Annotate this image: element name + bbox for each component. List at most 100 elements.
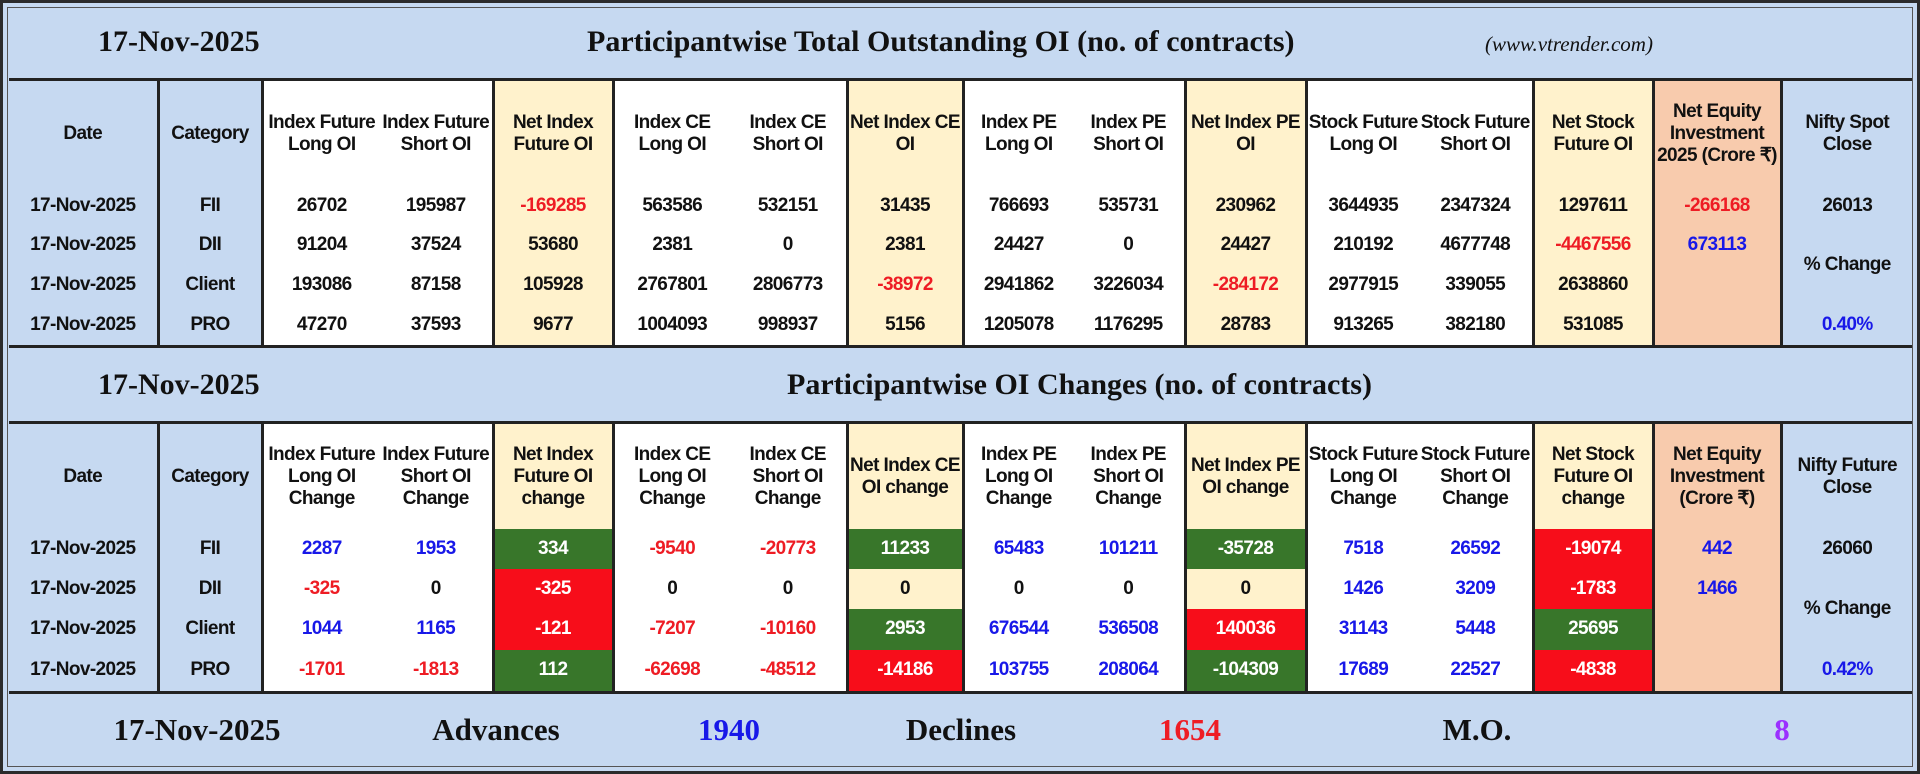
value-cell: -121 — [491, 609, 613, 650]
column-header: Stock Future Long OI — [1304, 81, 1419, 186]
value-cell: 26592 — [1419, 529, 1533, 570]
table-row: 17-Nov-2025 PRO -1701 -1813 112 -62698 -48512-… — [9, 649, 1912, 694]
column-header: Net Index CE OI change — [845, 424, 963, 529]
value-cell: 31143 — [1304, 609, 1419, 650]
value-cell: 210192 — [1304, 225, 1419, 265]
value-cell: 103755 — [961, 649, 1073, 694]
column-header: Stock Future Long OI Change — [1304, 424, 1419, 529]
value-cell: 2381 — [845, 225, 963, 265]
value-cell: 37524 — [380, 225, 493, 265]
table-row: 17-Nov-2025 Client 1044 1165 -121 -7207 -10160… — [9, 609, 1912, 650]
value-cell: 676544 — [961, 609, 1073, 650]
value-cell: -104309 — [1183, 649, 1306, 694]
category-cell: FII — [156, 529, 262, 570]
value-cell: -20773 — [730, 529, 847, 570]
table-row: 17-Nov-2025 DII -325 0 -325 0 0 0 0 0 0 1426 3209 -17… — [9, 569, 1912, 650]
date-cell: 17-Nov-2025 — [9, 264, 158, 305]
value-cell: 28783 — [1183, 304, 1306, 349]
value-cell: 2977915 — [1304, 264, 1419, 305]
value-cell: 535731 — [1073, 186, 1185, 226]
value-cell: 0 — [380, 569, 493, 610]
value-cell: 3226034 — [1073, 264, 1185, 305]
value-cell: 2347324 — [1419, 186, 1533, 226]
column-header: Date — [9, 424, 158, 529]
value-cell: 532151 — [730, 186, 847, 226]
value-cell: -169285 — [491, 186, 613, 226]
value-cell: 1297611 — [1531, 186, 1653, 226]
nifty-close: 26013 — [1779, 186, 1912, 226]
value-cell: 47270 — [260, 304, 380, 349]
value-cell: 0 — [730, 569, 847, 610]
value-cell: -19074 — [1531, 529, 1653, 570]
section2-date: 17-Nov-2025 — [98, 368, 260, 401]
advances-value: 1940 — [698, 712, 760, 747]
section1-date: 17-Nov-2025 — [98, 25, 260, 58]
column-header: Net Index CE OI — [845, 81, 963, 186]
value-cell: 195987 — [380, 186, 493, 226]
value-cell: 1426 — [1304, 569, 1419, 610]
value-cell: 2941862 — [961, 264, 1073, 305]
value-cell: -10160 — [730, 609, 847, 650]
column-header: Index PE Long OI Change — [961, 424, 1073, 529]
value-cell: -4838 — [1531, 649, 1653, 694]
value-cell: 9677 — [491, 304, 613, 349]
category-cell: DII — [156, 225, 262, 265]
section2-title: Participantwise OI Changes (no. of contr… — [787, 368, 1372, 401]
value-cell: 105928 — [491, 264, 613, 305]
value-cell: 112 — [491, 649, 613, 694]
column-header: Net Index PE OI — [1183, 81, 1306, 186]
date-cell: 17-Nov-2025 — [9, 529, 158, 570]
column-header: Date — [9, 81, 158, 186]
nifty-change-value: 0.40% — [1779, 304, 1912, 349]
date-cell: 17-Nov-2025 — [9, 186, 158, 226]
value-cell: -38972 — [845, 264, 963, 305]
value-cell: 998937 — [730, 304, 847, 349]
value-cell: 208064 — [1073, 649, 1185, 694]
column-header: Index Future Short OI — [380, 81, 493, 186]
value-cell: 3644935 — [1304, 186, 1419, 226]
date-cell: 17-Nov-2025 — [9, 569, 158, 610]
value-cell: -48512 — [730, 649, 847, 694]
value-cell: 334 — [491, 529, 613, 570]
value-cell — [1651, 264, 1781, 305]
value-cell: 442 — [1651, 529, 1781, 570]
value-cell: 531085 — [1531, 304, 1653, 349]
outstanding-oi-table: Date Category Index Future Long OI Index Fu… — [9, 81, 1912, 349]
column-header: Index CE Short OI — [730, 81, 847, 186]
date-cell: 17-Nov-2025 — [9, 225, 158, 265]
value-cell: 4677748 — [1419, 225, 1533, 265]
column-header: Index CE Short OI Change — [730, 424, 847, 529]
value-cell: 24427 — [1183, 225, 1306, 265]
value-cell: 25695 — [1531, 609, 1653, 650]
column-header: Index PE Short OI Change — [1073, 424, 1185, 529]
column-header: Category — [156, 81, 262, 186]
column-header: Net Index PE OI change — [1183, 424, 1306, 529]
value-cell: 1176295 — [1073, 304, 1185, 349]
table-row: 17-Nov-2025 PRO 47270 37593 9677 1004093 99893… — [9, 304, 1912, 349]
value-cell: 17689 — [1304, 649, 1419, 694]
column-header: Net Stock Future OI — [1531, 81, 1653, 186]
value-cell: 0 — [1183, 569, 1306, 610]
value-cell: 673113 — [1651, 225, 1781, 265]
value-cell: -325 — [491, 569, 613, 610]
market-breadth-band: 17-Nov-2025 Advances 1940 Declines 1654 … — [9, 696, 1912, 766]
value-cell: 193086 — [260, 264, 380, 305]
column-header: Index Future Long OI Change — [260, 424, 380, 529]
table-row: 17-Nov-2025 Client 193086 87158 105928 276780… — [9, 264, 1912, 305]
oi-changes-table: Date Category Index Future Long OI Change I… — [9, 424, 1912, 694]
section1-title: Participantwise Total Outstanding OI (no… — [587, 25, 1295, 58]
column-header: Nifty Future Close — [1779, 424, 1912, 529]
value-cell: 0 — [1073, 569, 1185, 610]
category-cell: PRO — [156, 304, 262, 349]
value-cell: 0 — [961, 569, 1073, 610]
value-cell: 1953 — [380, 529, 493, 570]
value-cell: 5156 — [845, 304, 963, 349]
site-link[interactable]: (www.vtrender.com) — [1485, 32, 1653, 56]
mo-value: 8 — [1774, 712, 1790, 747]
value-cell: 1004093 — [611, 304, 730, 349]
value-cell: 1205078 — [961, 304, 1073, 349]
category-cell: Client — [156, 264, 262, 305]
value-cell: 101211 — [1073, 529, 1185, 570]
category-cell: Client — [156, 609, 262, 650]
value-cell: 2381 — [611, 225, 730, 265]
